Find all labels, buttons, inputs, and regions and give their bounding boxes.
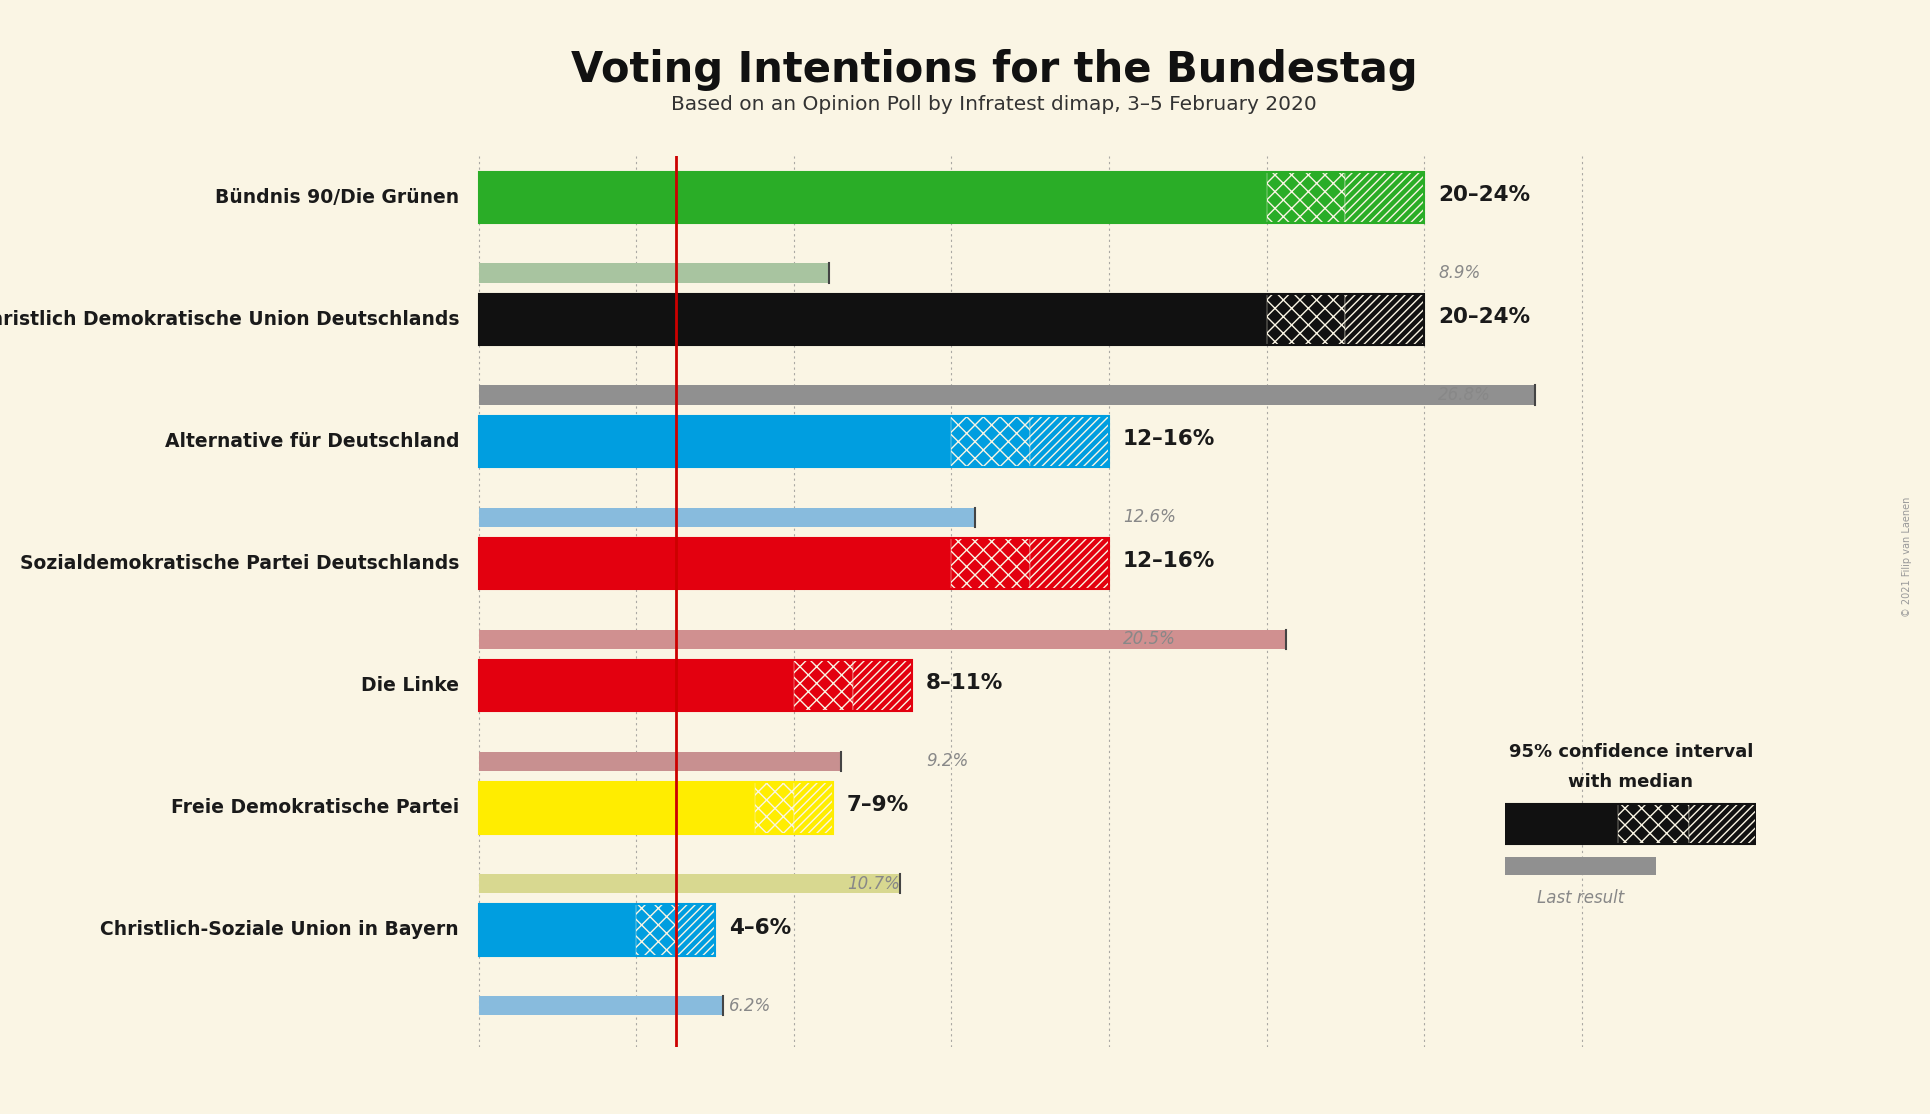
Text: Based on an Opinion Poll by Infratest dimap, 3–5 February 2020: Based on an Opinion Poll by Infratest di… bbox=[672, 95, 1316, 114]
Text: Bündnis 90/Die Grünen: Bündnis 90/Die Grünen bbox=[214, 188, 459, 207]
Bar bbox=[951, 538, 1031, 589]
Bar bbox=[479, 905, 637, 956]
Bar bbox=[479, 661, 793, 712]
Bar bbox=[1031, 416, 1110, 467]
Text: Sozialdemokratische Partei Deutschlands: Sozialdemokratische Partei Deutschlands bbox=[19, 554, 459, 574]
Text: 7–9%: 7–9% bbox=[847, 795, 909, 815]
Bar bbox=[1689, 804, 1756, 844]
Bar bbox=[479, 172, 1424, 223]
Text: Last result: Last result bbox=[1536, 889, 1625, 907]
Text: 12–16%: 12–16% bbox=[1123, 429, 1216, 449]
Bar bbox=[479, 416, 1110, 467]
Bar bbox=[479, 752, 841, 771]
Bar bbox=[479, 996, 724, 1016]
Bar bbox=[479, 263, 830, 283]
Text: with median: with median bbox=[1569, 773, 1693, 791]
Bar bbox=[853, 661, 913, 712]
Text: 12.6%: 12.6% bbox=[1123, 508, 1175, 526]
Text: 6.2%: 6.2% bbox=[730, 997, 772, 1015]
Text: 20.5%: 20.5% bbox=[1123, 631, 1175, 648]
Bar bbox=[479, 385, 1534, 405]
Bar bbox=[1345, 172, 1424, 223]
Bar bbox=[479, 294, 1266, 345]
Bar bbox=[479, 629, 1287, 649]
Bar bbox=[479, 661, 913, 712]
Text: Alternative für Deutschland: Alternative für Deutschland bbox=[164, 432, 459, 451]
Bar bbox=[793, 661, 853, 712]
Bar bbox=[479, 538, 951, 589]
Text: © 2021 Filip van Laenen: © 2021 Filip van Laenen bbox=[1901, 497, 1913, 617]
Text: 26.8%: 26.8% bbox=[1438, 387, 1490, 404]
Bar bbox=[1266, 172, 1345, 223]
Bar bbox=[479, 508, 975, 527]
Text: 8–11%: 8–11% bbox=[926, 673, 1004, 693]
Bar bbox=[1031, 538, 1110, 589]
Text: 95% confidence interval: 95% confidence interval bbox=[1509, 743, 1752, 761]
Text: Freie Demokratische Partei: Freie Demokratische Partei bbox=[172, 799, 459, 818]
Bar bbox=[479, 782, 755, 833]
Text: 20–24%: 20–24% bbox=[1438, 307, 1530, 328]
Bar bbox=[1266, 294, 1345, 345]
Text: 12–16%: 12–16% bbox=[1123, 551, 1216, 571]
Bar bbox=[951, 416, 1031, 467]
Text: 8.9%: 8.9% bbox=[1438, 264, 1480, 282]
Bar bbox=[1505, 804, 1617, 844]
Bar bbox=[1617, 804, 1689, 844]
Bar bbox=[479, 905, 716, 956]
Text: 20–24%: 20–24% bbox=[1438, 185, 1530, 205]
Bar bbox=[637, 905, 675, 956]
Bar bbox=[755, 782, 793, 833]
Bar bbox=[479, 782, 834, 833]
Text: 4–6%: 4–6% bbox=[730, 918, 791, 938]
Text: Die Linke: Die Linke bbox=[361, 676, 459, 695]
Text: Christlich Demokratische Union Deutschlands: Christlich Demokratische Union Deutschla… bbox=[0, 310, 459, 329]
Bar bbox=[1345, 294, 1424, 345]
Text: Voting Intentions for the Bundestag: Voting Intentions for the Bundestag bbox=[571, 49, 1417, 91]
Bar bbox=[479, 538, 1110, 589]
Bar bbox=[479, 294, 1424, 345]
Text: Christlich-Soziale Union in Bayern: Christlich-Soziale Union in Bayern bbox=[100, 920, 459, 939]
Text: 9.2%: 9.2% bbox=[926, 752, 969, 771]
Bar bbox=[676, 905, 716, 956]
Text: 10.7%: 10.7% bbox=[847, 874, 899, 892]
Bar bbox=[479, 172, 1266, 223]
Bar bbox=[479, 416, 951, 467]
Bar bbox=[793, 782, 834, 833]
Bar bbox=[479, 873, 899, 893]
